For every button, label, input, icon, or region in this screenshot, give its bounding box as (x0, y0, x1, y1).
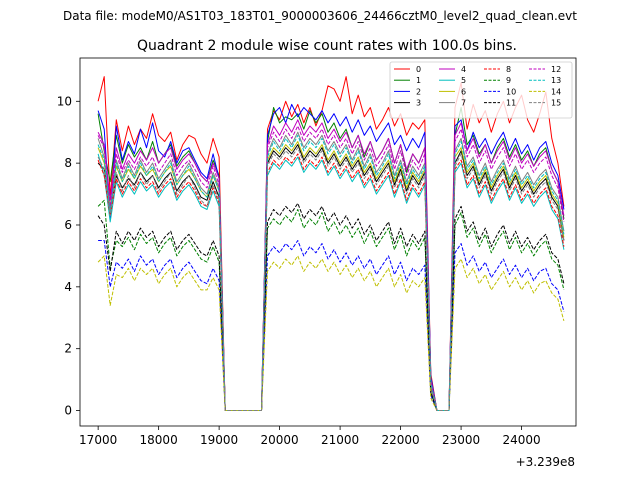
series-line-4 (97, 119, 565, 411)
legend-label: 8 (506, 65, 511, 74)
x-tick-label: 22000 (381, 433, 419, 447)
series-line-15 (97, 147, 565, 411)
series-line-8 (97, 153, 565, 411)
legend-label: 0 (416, 65, 421, 74)
series-line-6 (97, 141, 565, 411)
legend-label: 7 (461, 99, 466, 108)
legend-label: 15 (551, 99, 561, 108)
legend-label: 1 (416, 76, 421, 85)
series-line-14 (97, 255, 565, 411)
axis-ticks: 17000 18000 19000 20000 21000 22000 23000 24000… (57, 94, 541, 447)
series-line-11 (97, 202, 565, 411)
legend-frame (389, 61, 573, 119)
legend-label: 3 (416, 99, 421, 108)
y-tick-label: 10 (57, 94, 72, 108)
x-tick-label: 19000 (200, 433, 238, 447)
plot-frame (79, 57, 577, 427)
series-line-10 (98, 240, 565, 411)
legend-label: 2 (416, 87, 421, 96)
y-tick-label: 6 (64, 218, 72, 232)
x-tick-label: 21000 (321, 433, 359, 447)
legend-label: 13 (551, 76, 561, 85)
series-layer (97, 76, 565, 411)
x-tick-label: 23000 (442, 433, 480, 447)
series-line-2 (97, 103, 565, 411)
series-line-5 (97, 153, 565, 411)
series-line-13 (97, 134, 565, 411)
series-line-12 (97, 125, 565, 411)
y-tick-label: 0 (64, 404, 72, 418)
series-line-3 (97, 144, 565, 411)
x-tick-label: 17000 (79, 433, 117, 447)
legend-label: 14 (551, 87, 561, 96)
series-line-7 (97, 131, 565, 411)
legend-label: 12 (551, 65, 561, 74)
x-tick-label: 24000 (502, 433, 540, 447)
chart-title: Quadrant 2 module wise count rates with … (137, 38, 517, 54)
legend-label: 5 (461, 76, 466, 85)
chart-suptitle: Data file: modeM0/AS1T03_183T01_90000036… (63, 9, 577, 23)
y-tick-label: 2 (64, 342, 72, 356)
legend-label: 11 (506, 99, 516, 108)
legend-label: 9 (506, 76, 511, 85)
legend-label: 4 (461, 65, 466, 74)
x-tick-label: 20000 (261, 433, 299, 447)
legend-label: 10 (506, 87, 516, 96)
y-tick-label: 8 (64, 156, 72, 170)
series-line-9 (97, 199, 565, 411)
y-tick-label: 4 (64, 280, 72, 294)
x-offset-label: +3.239e8 (516, 455, 575, 469)
legend-label: 6 (461, 87, 466, 96)
x-tick-label: 18000 (140, 433, 178, 447)
